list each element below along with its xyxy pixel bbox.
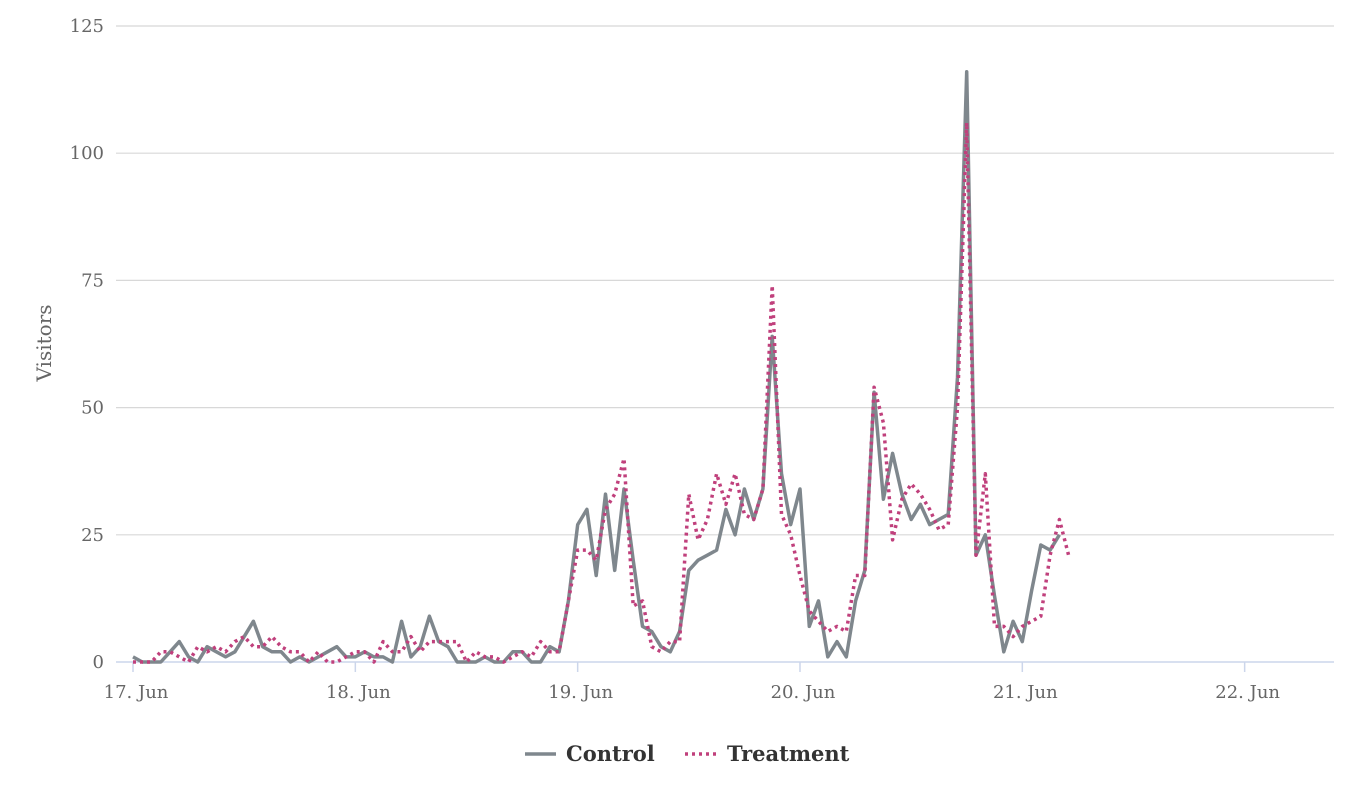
x-tick-label: 19. Jun bbox=[548, 682, 613, 703]
x-tick-label: 22. Jun bbox=[1215, 682, 1280, 703]
x-tick-label: 17. Jun bbox=[104, 682, 169, 703]
x-tick-label: 20. Jun bbox=[771, 682, 836, 703]
legend-label: Control bbox=[566, 741, 655, 766]
series-line-treatment bbox=[133, 120, 1071, 664]
legend-label: Treatment bbox=[727, 741, 850, 766]
series-line-control bbox=[132, 70, 1061, 664]
grid-lines bbox=[116, 25, 1334, 536]
legend-item-treatment[interactable]: Treatment bbox=[685, 741, 850, 766]
x-tick-label: 21. Jun bbox=[993, 682, 1058, 703]
x-tick-label: 18. Jun bbox=[326, 682, 391, 703]
x-axis: 17. Jun 18. Jun 19. Jun 20. Jun 21. Jun 22. J… bbox=[104, 661, 1334, 703]
series-lines bbox=[132, 70, 1071, 664]
y-tick-label: 25 bbox=[81, 525, 104, 546]
y-tick-label: 0 bbox=[93, 652, 104, 673]
legend-item-control[interactable]: Control bbox=[525, 741, 655, 766]
y-tick-label: 125 bbox=[70, 16, 104, 37]
y-tick-label: 100 bbox=[70, 143, 104, 164]
y-tick-label: 75 bbox=[81, 270, 104, 291]
y-tick-label: 50 bbox=[81, 398, 104, 419]
y-axis-ticks: 0 25 50 75 100 125 bbox=[70, 16, 104, 673]
y-axis-title: Visitors bbox=[32, 304, 56, 382]
legend[interactable]: Control Treatment bbox=[525, 741, 850, 766]
